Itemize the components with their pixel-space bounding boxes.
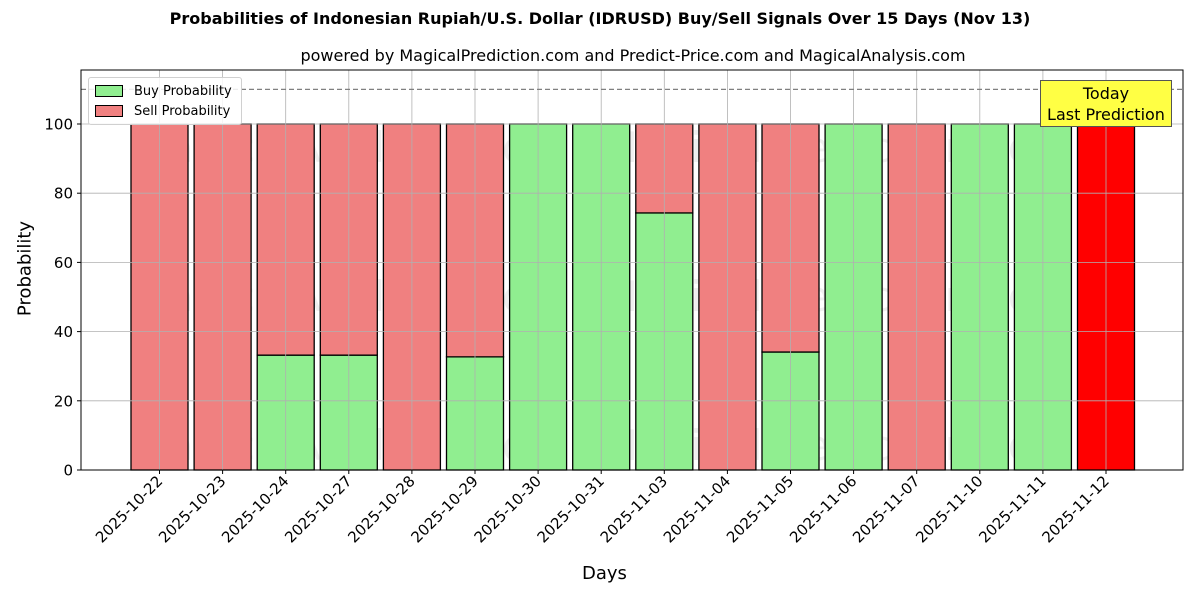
y-tick-label: 60 [54, 254, 73, 272]
x-tick-label: 2025-10-31 [534, 472, 608, 546]
x-tick-label: 2025-11-05 [723, 472, 797, 546]
x-tick-label: 2025-11-10 [912, 472, 986, 546]
buy-swatch-icon [95, 85, 123, 97]
legend-sell-label: Sell Probability [134, 103, 231, 119]
legend-item-buy: Buy Probability [95, 82, 232, 100]
x-axis-label: Days [582, 563, 627, 584]
y-tick-label: 40 [54, 323, 73, 341]
x-tick-label: 2025-10-28 [344, 472, 418, 546]
today-annotation: Today Last Prediction [1040, 80, 1172, 127]
x-tick-label: 2025-10-29 [407, 472, 481, 546]
y-axis-label: Probability [14, 220, 36, 317]
chart-subtitle: powered by MagicalPrediction.com and Pre… [300, 46, 966, 65]
sell-swatch-icon [95, 105, 123, 117]
chart-title: Probabilities of Indonesian Rupiah/U.S. … [169, 9, 1031, 28]
x-tick-label: 2025-10-23 [155, 472, 229, 546]
y-tick-label: 100 [44, 116, 73, 134]
y-tick-label: 80 [54, 185, 73, 203]
legend-buy-label: Buy Probability [134, 83, 232, 99]
x-tick-label: 2025-11-07 [849, 472, 923, 546]
today-annotation-line2: Last Prediction [1047, 105, 1165, 124]
today-annotation-line1: Today [1082, 84, 1130, 103]
x-tick-label: 2025-10-30 [471, 472, 545, 546]
x-tick-label: 2025-11-04 [660, 472, 734, 546]
x-tick-label: 2025-10-22 [92, 472, 166, 546]
x-tick-label: 2025-11-12 [1038, 472, 1112, 546]
legend-item-sell: Sell Probability [95, 102, 230, 120]
x-tick-label: 2025-10-24 [218, 472, 292, 546]
legend: Buy Probability Sell Probability [88, 77, 242, 125]
y-tick-label: 20 [54, 392, 73, 410]
x-tick-label: 2025-11-03 [597, 472, 671, 546]
axes-frame [80, 69, 1184, 471]
x-tick-label: 2025-10-27 [281, 472, 355, 546]
y-tick-label: 0 [63, 462, 73, 480]
x-tick-label: 2025-11-11 [975, 472, 1049, 546]
x-tick-label: 2025-11-06 [786, 472, 860, 546]
